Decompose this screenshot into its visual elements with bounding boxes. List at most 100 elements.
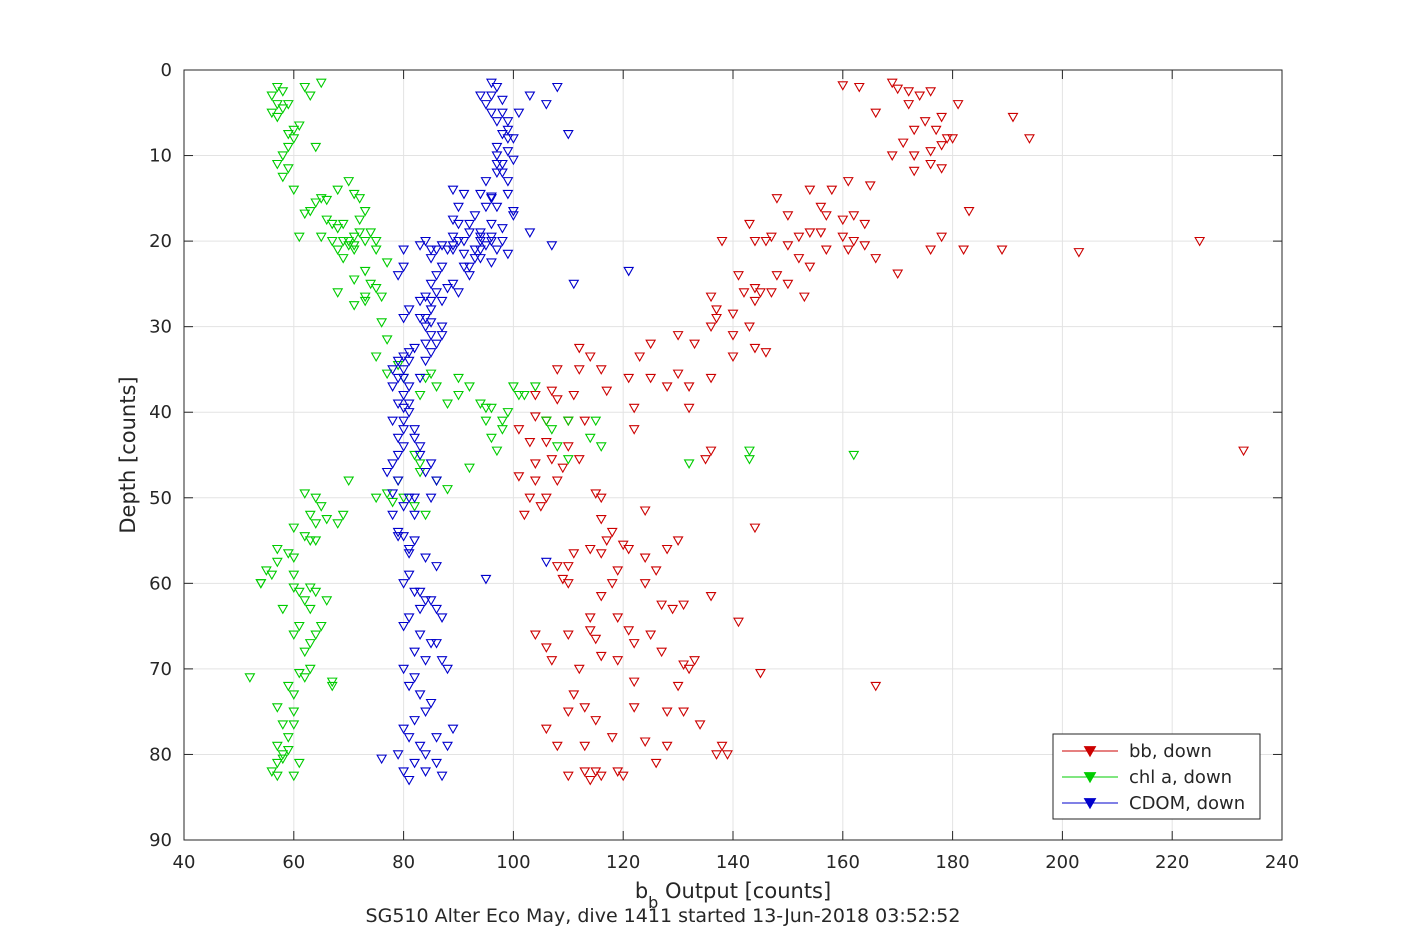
data-point [414,741,426,752]
data-point [623,626,635,636]
data-point [403,570,415,581]
y-tick-label: 80 [149,744,172,765]
data-point [376,318,388,328]
data-point [908,125,920,136]
data-point [326,236,338,247]
data-point [996,245,1008,256]
data-point [606,527,618,538]
data-point [315,78,327,89]
data-point [612,566,624,576]
data-point [705,592,717,602]
legend-marker [1083,772,1097,784]
data-point [293,758,305,769]
data-point [425,639,437,649]
data-point [491,82,503,93]
data-point [370,284,382,294]
data-point [266,570,278,581]
data-point [343,476,355,487]
data-point [414,296,426,307]
data-point [321,596,333,606]
data-point [458,236,470,247]
data-point [524,228,536,238]
data-point [431,476,442,487]
data-point [859,219,871,230]
data-point [562,416,574,427]
series-1 [244,78,860,782]
series-0 [513,78,1250,786]
data-point [903,87,915,97]
data-point [711,305,722,315]
data-point [524,493,536,504]
data-point [431,604,442,615]
data-point [420,767,432,777]
data-point [837,81,849,91]
data-point [464,228,475,238]
data-point [420,356,432,367]
series-2 [376,78,635,786]
data-point [628,639,640,649]
data-point [502,249,514,260]
data-point [782,211,794,221]
data-point [744,455,755,465]
data-point [678,600,690,611]
x-axis-label-main: b [635,879,648,903]
data-point [326,677,338,688]
data-point [480,177,492,187]
data-point [485,258,497,268]
data-point [694,720,706,730]
data-point [804,185,816,196]
data-point [870,108,882,119]
data-point [892,84,904,95]
data-point [299,647,311,658]
data-point [908,151,920,161]
data-point [403,613,415,623]
data-point [546,241,558,251]
data-point [551,395,563,405]
data-point [804,262,816,273]
data-point [381,258,393,268]
data-point [848,211,860,221]
data-point [848,450,860,461]
data-point [491,245,503,256]
data-point [403,681,415,692]
data-point [453,373,464,384]
data-point [568,690,580,700]
data-point [431,271,442,281]
y-axis-label: Depth [counts] [116,376,140,533]
data-point [892,269,904,280]
data-point [310,587,322,598]
data-point [595,515,607,525]
data-point [645,630,657,641]
data-point [513,390,525,401]
data-point [672,536,684,546]
data-point [936,141,948,151]
data-point [485,219,497,230]
data-point [804,228,816,238]
data-point [837,215,849,226]
data-point [579,767,591,777]
data-point [496,224,508,234]
data-point [529,412,541,422]
data-point [299,209,311,220]
data-point [414,313,426,324]
data-point [540,643,552,653]
data-point [952,100,964,110]
data-point [689,339,701,350]
x-tick-label: 200 [1045,852,1079,873]
data-point [414,690,426,700]
legend-marker [1083,798,1097,810]
data-point [661,382,673,392]
data-point [370,352,382,362]
x-tick-label: 80 [392,852,415,873]
data-point [403,382,415,392]
data-point [271,112,283,123]
data-point [485,91,497,102]
data-point [749,343,761,354]
data-point [1007,112,1019,123]
data-point [705,446,717,457]
data-point [398,664,410,675]
data-point [464,382,475,392]
data-point [771,271,783,281]
data-point [672,369,684,380]
